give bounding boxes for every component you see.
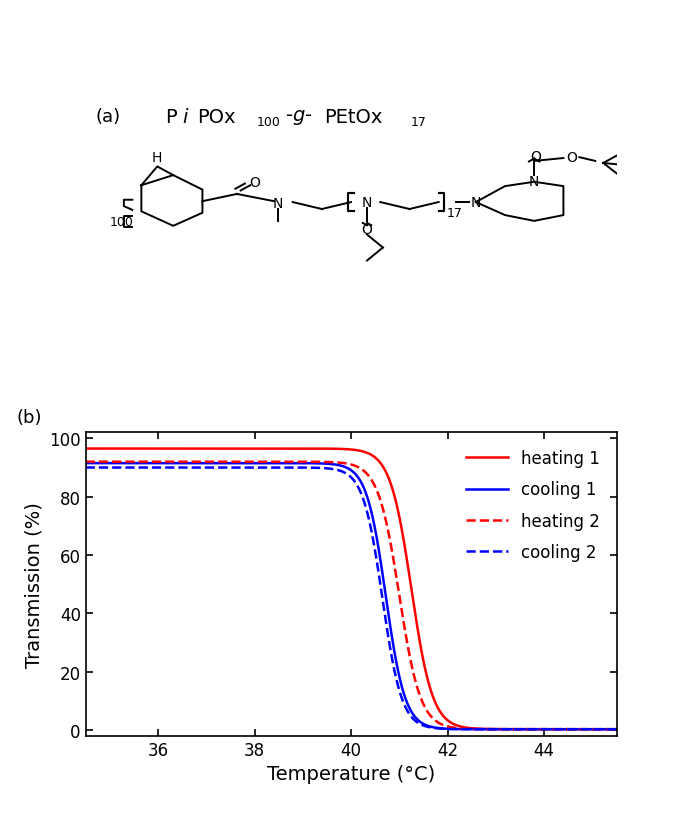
heating 2 [325, 457, 334, 467]
Legend: heating 1, cooling 1, heating 2, cooling 2: heating 1, cooling 1, heating 2, cooling… [458, 442, 608, 570]
Text: O: O [362, 223, 373, 237]
heating 1 [499, 724, 508, 734]
heating 2 [612, 724, 621, 734]
cooling 1 [597, 724, 605, 734]
cooling 1 [325, 459, 334, 469]
Text: PEtOx: PEtOx [325, 108, 383, 127]
Text: -$\it{g}$-: -$\it{g}$- [285, 108, 312, 127]
heating 1 [109, 444, 117, 454]
Text: N: N [471, 196, 481, 210]
Text: H: H [152, 151, 162, 165]
cooling 2 [499, 724, 508, 734]
cooling 2 [325, 464, 334, 474]
Line: cooling 1: cooling 1 [86, 464, 616, 729]
Text: 17: 17 [447, 207, 462, 220]
cooling 2 [597, 724, 605, 734]
Text: (b): (b) [16, 409, 42, 427]
cooling 2 [340, 467, 348, 477]
cooling 1 [499, 724, 508, 734]
Text: $\it{i}$: $\it{i}$ [182, 108, 190, 127]
heating 1 [82, 444, 90, 454]
heating 1 [597, 724, 606, 734]
heating 1 [325, 444, 334, 454]
Line: cooling 2: cooling 2 [86, 468, 616, 729]
X-axis label: Temperature (°C): Temperature (°C) [267, 764, 435, 783]
heating 2 [597, 724, 606, 734]
Text: 100: 100 [110, 216, 134, 229]
cooling 2 [109, 463, 117, 473]
Text: N: N [529, 175, 539, 189]
cooling 2 [597, 724, 606, 734]
heating 2 [597, 724, 605, 734]
Line: heating 2: heating 2 [86, 462, 616, 729]
heating 2 [82, 457, 90, 467]
heating 1 [340, 444, 348, 454]
cooling 1 [340, 462, 348, 472]
Text: POx: POx [197, 108, 236, 127]
heating 2 [109, 457, 117, 467]
heating 1 [597, 724, 605, 734]
Text: N: N [273, 197, 283, 211]
cooling 1 [597, 724, 606, 734]
Line: heating 1: heating 1 [86, 449, 616, 729]
Text: P: P [165, 108, 177, 127]
heating 2 [499, 724, 508, 734]
heating 1 [612, 724, 621, 734]
cooling 1 [109, 459, 117, 469]
Text: N: N [362, 196, 372, 210]
cooling 1 [82, 459, 90, 469]
Y-axis label: Transmission (%): Transmission (%) [25, 502, 44, 667]
cooling 1 [612, 724, 621, 734]
heating 2 [340, 458, 348, 468]
Text: O: O [566, 151, 577, 165]
cooling 2 [612, 724, 621, 734]
cooling 2 [82, 463, 90, 473]
Text: 17: 17 [410, 116, 426, 129]
Text: (a): (a) [95, 108, 121, 126]
Text: 100: 100 [257, 116, 280, 129]
Text: O: O [530, 150, 540, 164]
Text: O: O [249, 176, 260, 190]
